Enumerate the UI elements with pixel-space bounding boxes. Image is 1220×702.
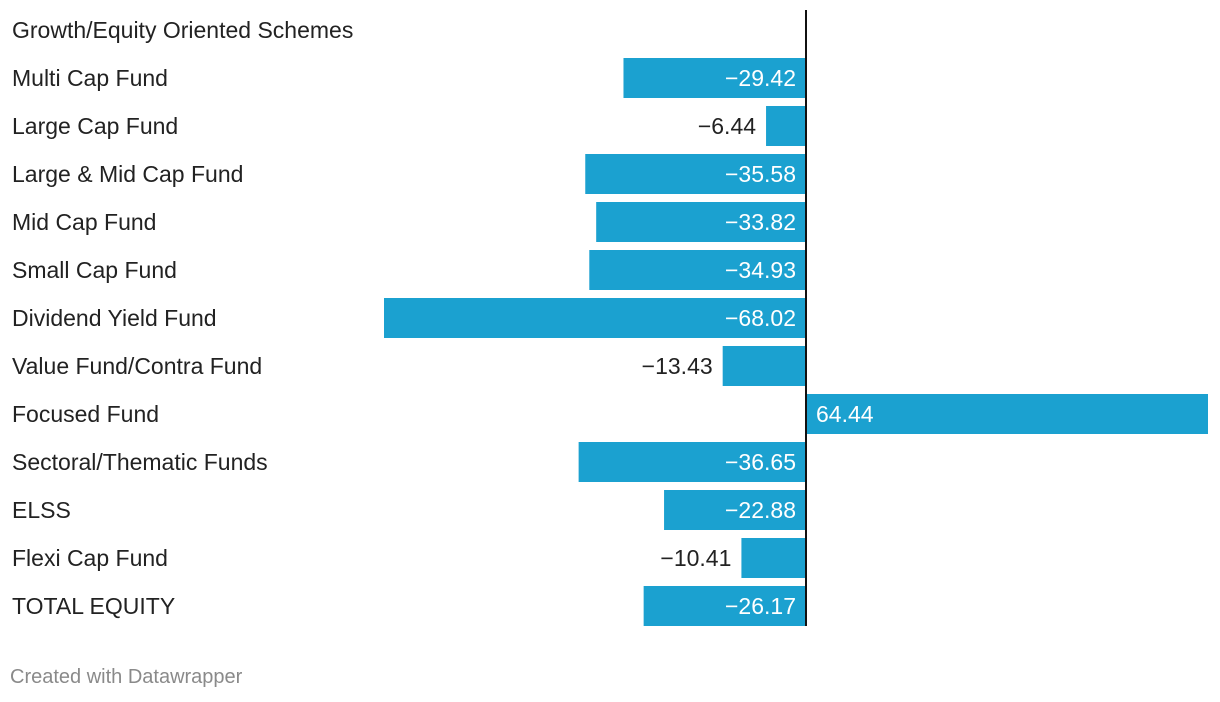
bar: [643, 586, 806, 626]
value-label: −6.44: [698, 113, 756, 139]
bar: [585, 154, 806, 194]
chart-header-label: Growth/Equity Oriented Schemes: [12, 17, 353, 43]
bar-chart: Growth/Equity Oriented Schemes Multi Cap…: [12, 10, 1208, 626]
category-label: Sectoral/Thematic Funds: [12, 449, 268, 475]
category-label: Large & Mid Cap Fund: [12, 161, 243, 187]
value-label: −35.58: [725, 161, 796, 187]
category-label: TOTAL EQUITY: [12, 593, 175, 619]
footer-credit: Created with Datawrapper: [10, 666, 243, 688]
chart-rows: Multi Cap Fund −29.42 Large Cap Fund −6.44 L…: [12, 58, 1208, 626]
bar: [664, 490, 806, 530]
category-label: ELSS: [12, 497, 71, 523]
category-label: Mid Cap Fund: [12, 209, 156, 235]
value-label: −29.42: [725, 65, 796, 91]
category-label: Value Fund/Contra Fund: [12, 353, 262, 379]
value-label: −13.43: [642, 353, 713, 379]
value-label: −33.82: [725, 209, 796, 235]
value-label: −10.41: [660, 545, 731, 571]
bar: [596, 202, 806, 242]
value-label: −36.65: [725, 449, 796, 475]
category-label: Multi Cap Fund: [12, 65, 168, 91]
bar: [741, 538, 806, 578]
category-label: Large Cap Fund: [12, 113, 178, 139]
bar: [578, 442, 806, 482]
bar: [722, 346, 806, 386]
value-label: −68.02: [725, 305, 796, 331]
bar: [766, 106, 806, 146]
category-label: Flexi Cap Fund: [12, 545, 168, 571]
bar: [384, 298, 806, 338]
value-label: −34.93: [725, 257, 796, 283]
value-label: 64.44: [816, 401, 874, 427]
category-label: Dividend Yield Fund: [12, 305, 217, 331]
value-label: −26.17: [725, 593, 796, 619]
value-label: −22.88: [725, 497, 796, 523]
bar: [806, 394, 1208, 434]
bar: [623, 58, 806, 98]
category-label: Small Cap Fund: [12, 257, 177, 283]
category-label: Focused Fund: [12, 401, 159, 427]
bar: [589, 250, 806, 290]
